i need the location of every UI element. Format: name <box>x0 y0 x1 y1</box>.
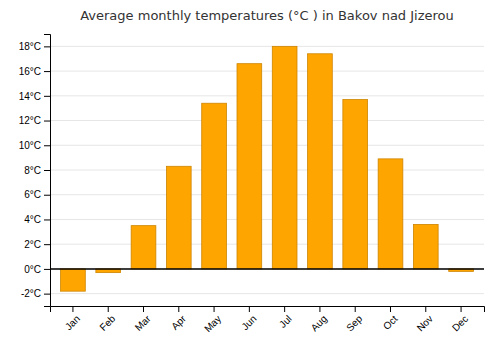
tick: Mar <box>133 306 153 333</box>
tick: Jun <box>239 306 258 332</box>
tick-mark <box>44 170 50 171</box>
tick-label: 2°C <box>24 239 41 250</box>
tick-label: 6°C <box>24 189 41 200</box>
bar <box>202 103 227 269</box>
grid-line <box>50 219 484 220</box>
tick: 18°C <box>19 41 50 52</box>
tick-label: Mar <box>133 313 153 333</box>
tick-label: 12°C <box>19 115 41 126</box>
tick: 16°C <box>19 66 50 77</box>
tick-mark <box>44 121 50 122</box>
tick-mark <box>284 306 285 312</box>
tick-mark <box>108 306 109 312</box>
plot: -2°C 0°C 2°C 4°C 6°C 8°C 10°C 12°C 14°C 16°C 18°C J… <box>19 35 485 335</box>
grid-line <box>50 293 484 294</box>
tick-mark <box>214 306 215 312</box>
tick: 6°C <box>24 189 50 200</box>
bar <box>378 159 403 269</box>
bar <box>272 46 297 269</box>
tick-label: May <box>202 313 223 334</box>
tick: Nov <box>415 306 435 333</box>
bar <box>166 166 191 269</box>
x-axis: Jan Feb Mar Apr May Jun Jul Aug Sep Oct Nov Dec <box>51 306 485 334</box>
tick: Feb <box>97 306 117 333</box>
tick-label: 14°C <box>19 91 41 102</box>
tick-label: Jun <box>239 313 258 332</box>
tick-label: -2°C <box>21 288 41 299</box>
tick: Aug <box>309 306 329 333</box>
tick: Dec <box>450 306 470 333</box>
tick: Apr <box>169 306 188 332</box>
grid-line <box>50 194 484 195</box>
tick-label: 16°C <box>19 66 41 77</box>
grid-line <box>50 120 484 121</box>
tick-label: Apr <box>169 313 188 332</box>
axis-line <box>44 35 51 307</box>
tick-mark <box>425 306 426 312</box>
tick: Jan <box>63 306 82 332</box>
grid-line <box>50 71 484 72</box>
bar <box>308 54 333 269</box>
tick-label: Feb <box>97 313 117 333</box>
tick-mark <box>44 294 50 295</box>
bar <box>343 100 368 269</box>
tick-mark <box>44 71 50 72</box>
tick: 4°C <box>24 214 50 225</box>
tick-label: 10°C <box>19 140 41 151</box>
tick-mark <box>44 244 50 245</box>
tick-mark <box>178 306 179 312</box>
tick-mark <box>461 306 462 312</box>
tick: Sep <box>344 306 365 333</box>
tick-label: Jan <box>63 313 82 332</box>
tick: Jul <box>277 306 294 330</box>
grid <box>50 46 484 293</box>
tick-label: 8°C <box>24 165 41 176</box>
tick-label: Sep <box>344 313 365 334</box>
tick-mark <box>390 306 391 312</box>
grid-line <box>50 268 484 269</box>
bar <box>131 226 156 269</box>
tick-label: 0°C <box>24 264 41 275</box>
tick: Oct <box>381 306 400 332</box>
grid-line <box>50 170 484 171</box>
tick-mark <box>143 306 144 312</box>
zero-line <box>50 268 484 270</box>
tick-label: Oct <box>381 313 400 332</box>
tick: 8°C <box>24 165 50 176</box>
tick: May <box>202 306 223 334</box>
tick-label: 18°C <box>19 41 41 52</box>
tick-mark <box>44 145 50 146</box>
grid-line <box>50 46 484 47</box>
tick: 10°C <box>19 140 50 151</box>
tick-mark <box>44 195 50 196</box>
axis-line <box>51 307 485 313</box>
tick: 0°C <box>24 264 50 275</box>
tick-mark <box>44 219 50 220</box>
bar <box>237 64 262 269</box>
tick-label: Jul <box>277 313 294 330</box>
tick-mark <box>249 306 250 312</box>
grid-line <box>50 145 484 146</box>
tick: -2°C <box>21 288 50 299</box>
tick-mark <box>44 96 50 97</box>
bars <box>50 46 484 291</box>
bar <box>413 224 438 269</box>
title: Average monthly temperatures (°C ) in Ba… <box>80 8 454 23</box>
tick-mark <box>44 46 50 47</box>
tick-label: Dec <box>450 313 470 333</box>
tick-mark <box>44 269 50 270</box>
tick-mark <box>319 306 320 312</box>
grid-line <box>50 95 484 96</box>
bar <box>61 269 86 291</box>
tick-mark <box>72 306 73 312</box>
tick-label: Nov <box>415 313 435 333</box>
tick-label: 4°C <box>24 214 41 225</box>
tick: 14°C <box>19 91 50 102</box>
y-axis: -2°C 0°C 2°C 4°C 6°C 8°C 10°C 12°C 14°C 16°C 18°C <box>19 35 51 307</box>
tick-mark <box>355 306 356 312</box>
chart: -2°C 0°C 2°C 4°C 6°C 8°C 10°C 12°C 14°C 16°C 18°C J… <box>0 0 500 350</box>
tick: 2°C <box>24 239 50 250</box>
tick-label: Aug <box>309 313 329 333</box>
tick: 12°C <box>19 115 50 126</box>
